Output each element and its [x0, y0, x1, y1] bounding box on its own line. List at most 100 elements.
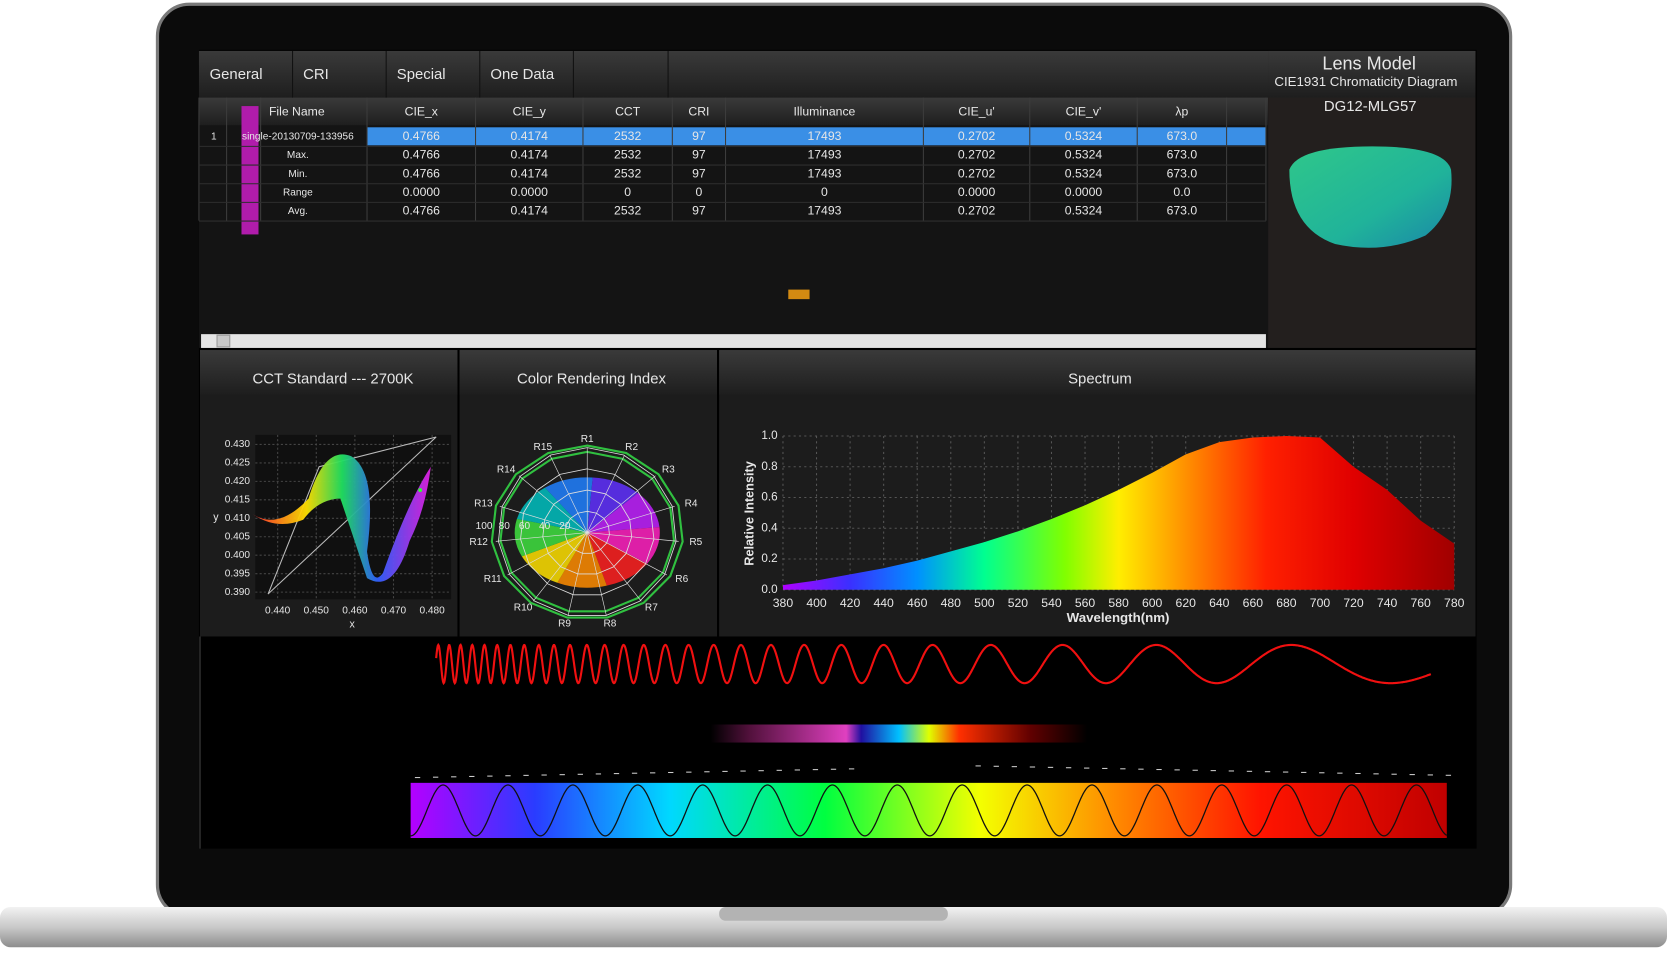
cell: 97	[692, 148, 706, 162]
cell: 0.4766	[403, 204, 441, 218]
row-label: single-20130709-133956	[242, 132, 354, 143]
spectrum-strip	[710, 724, 1088, 743]
radar-label: R12	[469, 537, 488, 548]
cri-sector	[521, 532, 588, 583]
radar-label: R9	[558, 618, 571, 629]
radar-spoke	[549, 454, 588, 533]
cell: 0.2702	[958, 148, 996, 162]
column-header: Illuminance	[794, 105, 856, 119]
marker	[418, 488, 423, 492]
radar-spoke	[518, 475, 588, 533]
cell: 0.4174	[511, 166, 549, 180]
radar-ring	[499, 450, 676, 613]
cell: 0.2702	[958, 129, 996, 143]
color-surface	[253, 454, 431, 582]
radar-spoke	[587, 532, 679, 542]
radar-label: R8	[603, 618, 616, 629]
cell: 97	[692, 204, 706, 218]
panel-title: Spectrum	[1068, 372, 1132, 388]
panel-title: CCT Standard --- 2700K	[252, 372, 413, 388]
cell: 0.4766	[403, 129, 441, 143]
scrollbar[interactable]	[201, 334, 1266, 348]
radar-label: R2	[625, 442, 638, 453]
lens-model: DG12-MLG57	[1324, 99, 1417, 115]
axis-label: Wavelength(nm)	[1067, 610, 1170, 625]
cri-sector	[587, 527, 660, 564]
x-tick-label: 400	[806, 596, 827, 610]
laptop-notch	[719, 906, 948, 921]
y-tick-label: 0.420	[225, 476, 251, 487]
column-header: CIE_y	[513, 105, 547, 119]
cri-sector	[587, 493, 660, 533]
radar-label: R7	[645, 603, 658, 614]
column-header: λp	[1175, 105, 1188, 119]
table-header	[198, 97, 1269, 126]
ring-label: 40	[539, 521, 551, 532]
cri-sector	[587, 532, 648, 586]
radar-label: R1	[581, 434, 594, 445]
cell: 0.4174	[511, 129, 549, 143]
radar-spoke	[587, 532, 667, 576]
x-tick-label: 580	[1108, 596, 1129, 610]
laptop-base	[0, 906, 1667, 948]
x-tick-label: 540	[1041, 596, 1062, 610]
tab[interactable]: Special	[397, 67, 446, 83]
row-label: Avg.	[288, 206, 308, 217]
y-tick-label: 0.8	[761, 460, 777, 473]
cell: 0	[821, 185, 828, 199]
radar-label: R10	[514, 603, 533, 614]
radar-label: R13	[474, 498, 493, 509]
chirp-wave	[435, 642, 1432, 686]
sine-wave	[410, 784, 1448, 837]
x-tick-label: 720	[1343, 596, 1364, 610]
y-tick-label: 0.4	[761, 521, 778, 534]
cri-sector	[587, 477, 638, 533]
column-header: CIE_v'	[1066, 105, 1102, 119]
row-marker	[241, 106, 259, 235]
scroll-thumb[interactable]	[216, 334, 231, 348]
x-tick-label: 520	[1008, 596, 1029, 610]
cell: 673.0	[1167, 204, 1198, 218]
y-tick-label: 0.390	[225, 587, 251, 598]
y-tick-label: 0.405	[225, 531, 251, 542]
x-tick-label: 0.460	[342, 606, 368, 617]
x-tick-label: 660	[1243, 596, 1264, 610]
row-label: Max.	[287, 150, 309, 161]
axis-label: y	[213, 511, 219, 523]
column-header: CIE_x	[405, 105, 438, 119]
tab[interactable]: General	[210, 67, 263, 83]
cell: 2532	[614, 129, 641, 143]
x-tick-label: 380	[773, 596, 794, 610]
x-tick-label: 600	[1142, 596, 1163, 610]
column-header: File Name	[269, 105, 325, 119]
cell: 0.0	[1173, 185, 1190, 199]
tab[interactable]: One Data	[490, 67, 554, 83]
lens-shape	[1289, 146, 1452, 248]
x-tick-label: 700	[1310, 596, 1331, 610]
cell: 0	[624, 185, 631, 199]
axis-label: Relative Intensity	[741, 460, 756, 566]
cell: 0.4766	[403, 148, 441, 162]
cell: 17493	[807, 204, 841, 218]
radar-spoke	[586, 532, 607, 616]
x-tick-label: 680	[1276, 596, 1297, 610]
cell: 17493	[807, 129, 841, 143]
selected-row[interactable]	[367, 127, 1266, 146]
radar-label: R11	[484, 574, 502, 585]
radar-ring	[520, 468, 655, 596]
cell: 673.0	[1167, 129, 1198, 143]
x-tick-label: 760	[1410, 596, 1431, 610]
x-tick-label: 620	[1176, 596, 1197, 610]
cell: 2532	[614, 166, 641, 180]
cell: 0.0000	[511, 185, 549, 199]
radar-label: R5	[689, 537, 702, 548]
tab[interactable]: CRI	[303, 67, 329, 83]
y-tick-label: 0.6	[761, 491, 777, 504]
cell: 2532	[614, 204, 641, 218]
ring-label: 60	[519, 521, 531, 532]
radar-spoke	[587, 475, 656, 533]
y-tick-label: 0.2	[761, 552, 777, 565]
cri-sector	[516, 487, 588, 533]
